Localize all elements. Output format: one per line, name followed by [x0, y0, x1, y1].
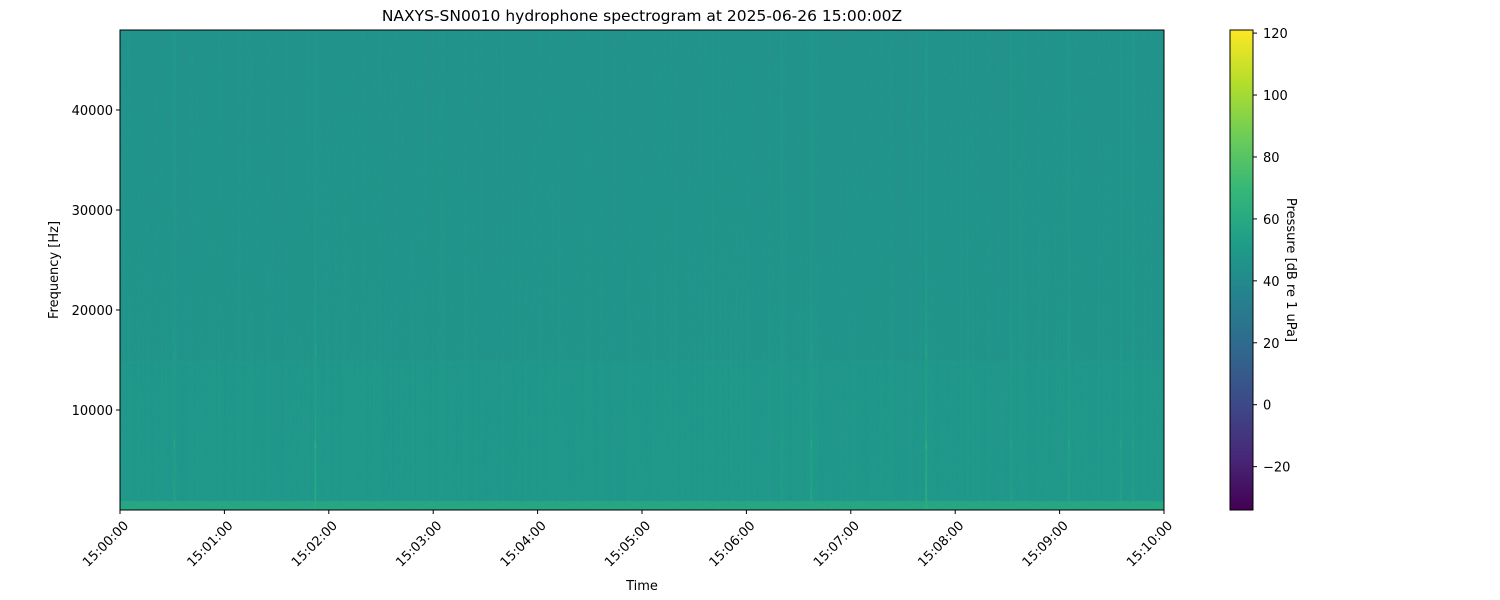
- x-tick-label: 15:09:00: [1020, 518, 1072, 570]
- plot-frame: [119, 29, 1165, 511]
- x-tick-label: 15:01:00: [185, 518, 237, 570]
- colorbar-tick-label: 60: [1263, 213, 1280, 228]
- x-tick-label: 15:02:00: [289, 518, 341, 570]
- spectrogram-heatmap: [120, 30, 1164, 510]
- x-tick-label: 15:07:00: [811, 518, 863, 570]
- x-tick-label: 15:05:00: [602, 518, 654, 570]
- y-tick-label: 40000: [72, 104, 113, 119]
- colorbar-tick-label: 100: [1263, 89, 1288, 104]
- x-tick-label: 15:08:00: [915, 518, 967, 570]
- colorbar-gradient: [1230, 30, 1253, 510]
- x-tick-label: 15:03:00: [393, 518, 445, 570]
- colorbar-tick-label: 0: [1263, 399, 1271, 414]
- y-tick-label: 20000: [72, 304, 113, 319]
- colorbar-label: Pressure [dB re 1 uPa]: [1283, 198, 1298, 342]
- colorbar-tick-label: 80: [1263, 151, 1280, 166]
- x-tick-label: 15:06:00: [707, 518, 759, 570]
- x-tick-label: 15:00:00: [80, 518, 132, 570]
- x-tick-label: 15:04:00: [498, 518, 550, 570]
- colorbar-frame: [1229, 29, 1254, 511]
- x-tick-label: 15:10:00: [1124, 518, 1176, 570]
- y-axis-label: Frequency [Hz]: [47, 221, 62, 319]
- x-axis-label: Time: [625, 579, 658, 594]
- colorbar-tick-label: 120: [1263, 27, 1288, 42]
- colorbar-tick-label: −20: [1263, 461, 1290, 476]
- colorbar-tick-label: 40: [1263, 275, 1280, 290]
- y-tick-label: 30000: [72, 204, 113, 219]
- chart-title: NAXYS-SN0010 hydrophone spectrogram at 2…: [382, 7, 902, 25]
- colorbar-tick-label: 20: [1263, 337, 1280, 352]
- y-tick-label: 10000: [72, 404, 113, 419]
